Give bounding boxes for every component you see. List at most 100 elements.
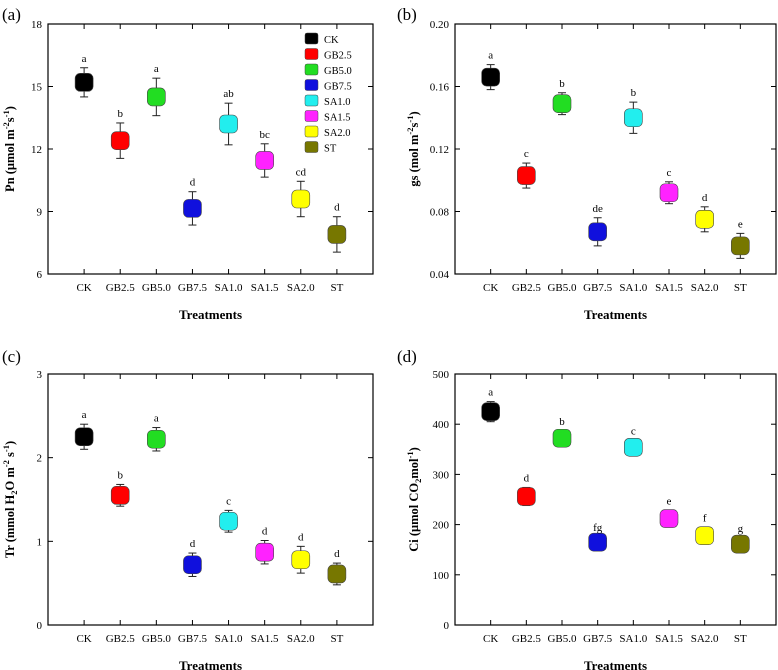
plot-frame (47, 373, 374, 626)
significance-letter: c (524, 148, 529, 160)
y-tick-label: 100 (433, 570, 450, 582)
legend-label: CK (324, 35, 339, 46)
data-point-gb7-5 (588, 222, 607, 242)
x-axis-title: Treatments (179, 307, 242, 322)
y-axis-title: gs (mol m-2s-1) (405, 111, 421, 186)
data-point-ck (74, 73, 94, 92)
significance-letter: a (488, 50, 493, 62)
y-tick-label: 12 (31, 144, 42, 156)
legend-label: GB7.5 (324, 82, 352, 93)
plot-frame (454, 23, 777, 275)
significance-letter: d (702, 192, 708, 204)
x-tick-label: ST (734, 633, 747, 645)
significance-letter: a (488, 387, 493, 399)
significance-letter: a (154, 63, 159, 75)
data-point-sa1-5 (255, 542, 274, 562)
data-point-ck (74, 427, 94, 447)
y-tick-label: 6 (37, 269, 43, 281)
plot-frame (454, 373, 777, 626)
x-tick-label: GB7.5 (178, 282, 208, 294)
panel-label: (d) (397, 347, 417, 366)
legend-swatch (304, 141, 319, 153)
x-tick-label: GB7.5 (583, 633, 613, 645)
significance-letter: d (524, 472, 530, 484)
y-axis-title-part: Tr (mmol H (3, 494, 17, 558)
y-tick-label: 200 (433, 520, 450, 532)
significance-letter: bc (259, 129, 270, 141)
legend-swatch (304, 125, 319, 138)
data-point-sa1-5 (659, 183, 679, 203)
data-point-sa2-0 (291, 550, 311, 570)
significance-letter: a (154, 413, 159, 425)
y-axis-title-part: Ci (μmol CO (407, 483, 421, 552)
x-tick-label: GB5.0 (142, 282, 172, 294)
legend-label: GB5.0 (324, 66, 352, 77)
data-point-gb2-5 (110, 486, 130, 505)
data-point-gb2-5 (517, 166, 536, 185)
data-point-sa2-0 (291, 189, 311, 209)
legend-swatch (304, 110, 319, 122)
significance-letter: b (631, 87, 637, 99)
x-tick-label: SA1.5 (251, 282, 279, 294)
y-tick-label: 500 (433, 369, 450, 381)
data-point-ck (481, 402, 500, 421)
x-axis-title: Treatments (584, 307, 647, 322)
x-tick-label: SA1.0 (619, 282, 647, 294)
data-point-gb5-0 (552, 94, 572, 113)
data-point-gb5-0 (552, 428, 572, 448)
x-tick-label: SA2.0 (287, 282, 315, 294)
y-axis-title-part: s (3, 452, 17, 460)
significance-letter: b (117, 108, 123, 120)
x-axis-title: Treatments (179, 658, 242, 670)
y-axis-title-part: -1 (405, 116, 415, 123)
significance-letter: e (667, 496, 672, 508)
y-tick-label: 3 (37, 369, 43, 381)
y-tick-label: 0.16 (430, 82, 450, 94)
y-axis-title-part: gs (mol m (407, 134, 421, 187)
significance-letter: c (631, 425, 636, 437)
x-tick-label: GB5.0 (547, 633, 577, 645)
data-point-sa2-0 (695, 526, 714, 545)
x-tick-label: GB2.5 (106, 633, 136, 645)
data-point-st (327, 564, 347, 584)
y-axis-title-part: ) (3, 441, 17, 445)
x-tick-label: CK (76, 282, 91, 294)
data-point-gb2-5 (517, 487, 536, 506)
x-tick-label: SA1.0 (619, 633, 647, 645)
x-tick-label: GB2.5 (512, 282, 542, 294)
y-axis-title-part: -1 (405, 451, 415, 458)
x-tick-label: ST (330, 282, 343, 294)
y-tick-label: 1 (37, 536, 43, 548)
y-axis-title-part: -2 (405, 127, 415, 134)
significance-letter: d (334, 202, 340, 214)
x-tick-label: SA1.5 (251, 633, 279, 645)
legend-label: ST (324, 144, 337, 155)
y-axis-title: Tr (mmol H2O m-2 s-1) (1, 441, 19, 558)
y-axis-title-part: O m (3, 467, 17, 491)
y-axis-title: Ci (μmol CO2mol-1) (405, 447, 423, 552)
y-tick-label: 0.04 (430, 269, 450, 281)
data-point-gb7-5 (588, 532, 607, 552)
x-tick-label: SA1.5 (655, 282, 683, 294)
x-tick-label: SA1.5 (655, 633, 683, 645)
panel-label: (a) (2, 5, 21, 24)
legend-label: SA1.0 (324, 97, 351, 108)
legend-label: GB2.5 (324, 51, 352, 62)
y-axis-title-part: -1 (1, 110, 11, 117)
data-point-gb7-5 (183, 555, 202, 575)
data-point-gb5-0 (147, 429, 166, 449)
x-tick-label: SA2.0 (287, 633, 315, 645)
y-tick-label: 0 (37, 620, 43, 632)
data-point-sa1-5 (659, 509, 679, 528)
panel-4: (d) 0 100 200 300 400 500 CK GB2.5 GB5.0 GB7.5 SA1.… (397, 347, 777, 670)
data-point-sa1-0 (624, 108, 643, 128)
x-tick-label: SA1.0 (215, 633, 243, 645)
significance-letter: g (738, 523, 744, 535)
significance-letter: b (559, 78, 565, 90)
x-tick-label: GB5.0 (547, 282, 577, 294)
significance-letter: d (190, 177, 196, 189)
data-point-gb2-5 (110, 131, 130, 150)
panel-label: (b) (397, 5, 417, 24)
significance-letter: d (190, 538, 196, 550)
